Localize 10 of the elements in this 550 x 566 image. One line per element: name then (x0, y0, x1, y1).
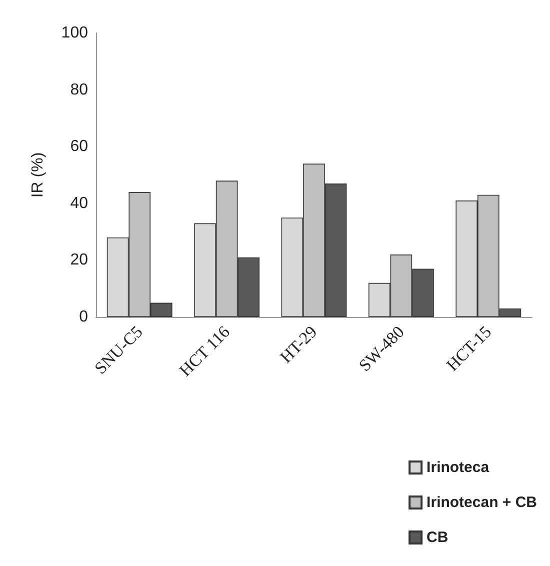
y-tick-label: 60 (70, 138, 88, 156)
y-tick-label: 80 (70, 81, 88, 98)
y-axis-title: IR (%) (30, 152, 46, 198)
y-tick-label: 0 (79, 308, 88, 326)
legend-label: CB (426, 529, 448, 546)
legend-label: Irinotecan + CB (426, 494, 538, 511)
y-tick-label: 40 (70, 194, 88, 212)
y-tick-label: 20 (70, 252, 88, 269)
y-tick-label: 100 (61, 24, 88, 42)
legend-label: Irinoteca (426, 459, 490, 476)
